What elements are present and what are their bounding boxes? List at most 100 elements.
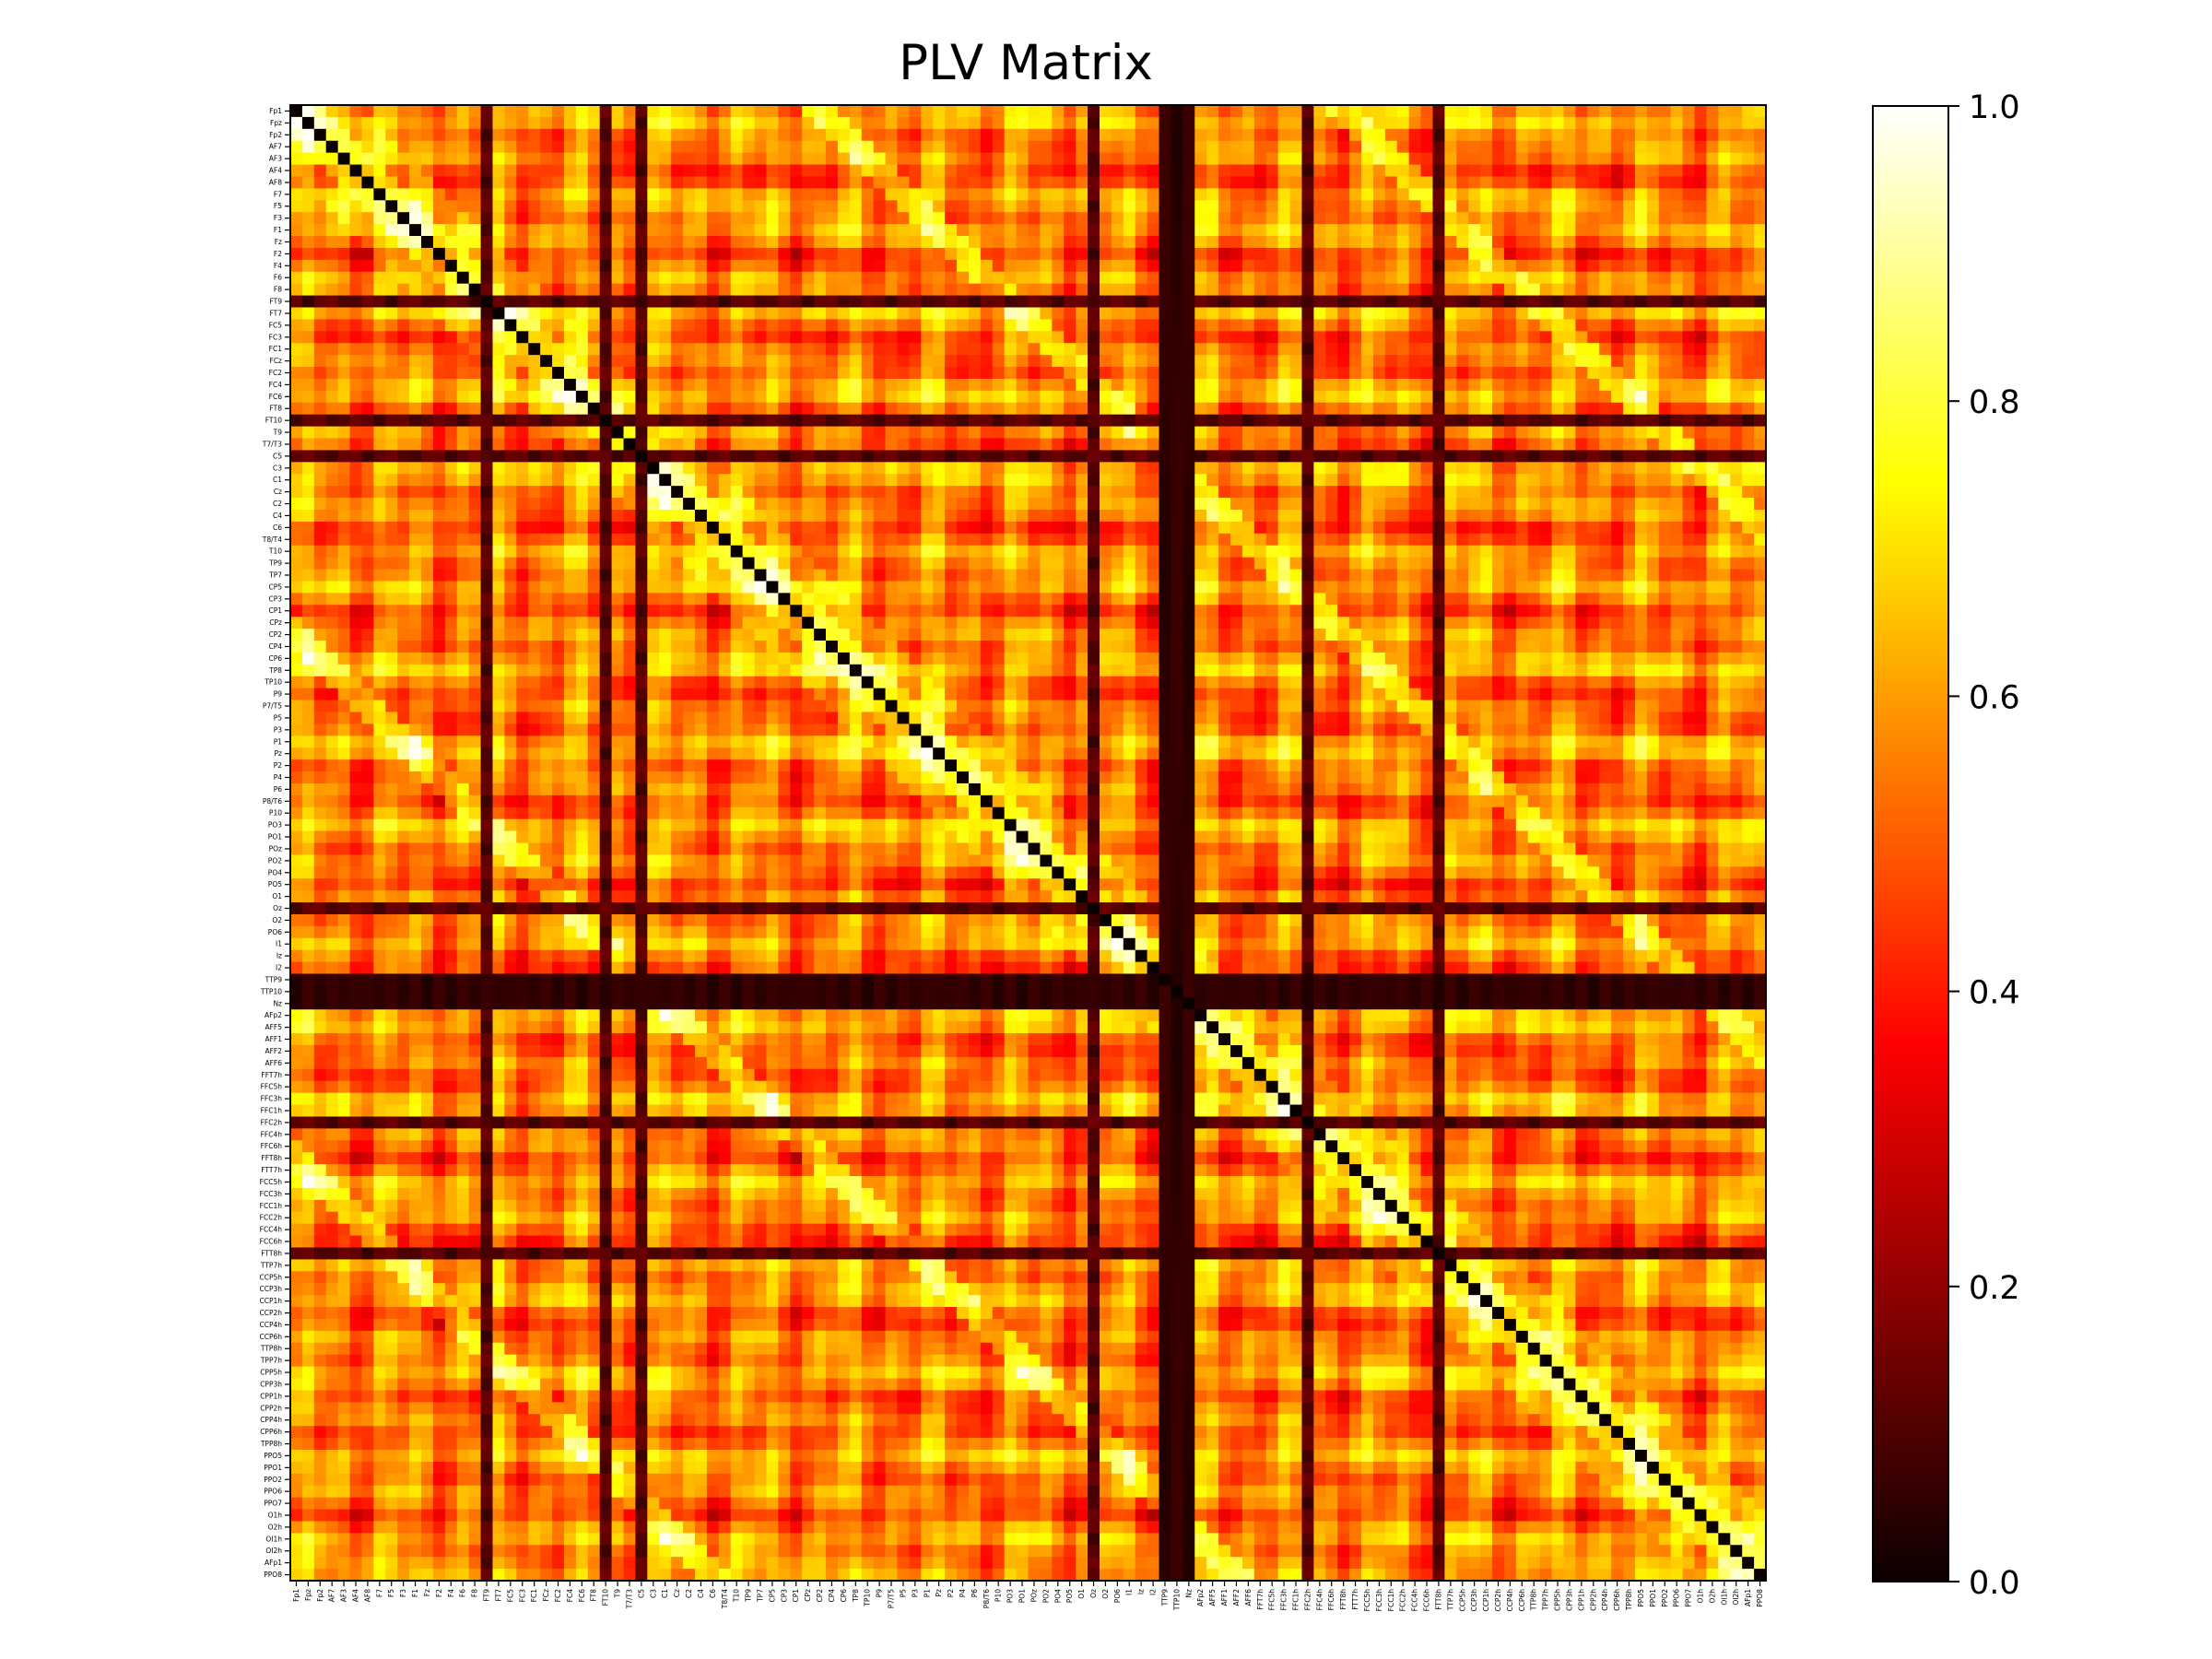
heatmap-cell	[1349, 569, 1362, 582]
heatmap-cell	[849, 426, 863, 440]
heatmap-cell	[802, 378, 815, 392]
heatmap-cell	[432, 140, 446, 154]
heatmap-cell	[814, 236, 827, 249]
heatmap-cell	[754, 426, 768, 440]
heatmap-cell	[1159, 486, 1172, 499]
heatmap-cell	[409, 212, 422, 225]
heatmap-cell	[504, 367, 517, 380]
heatmap-cell	[1563, 128, 1577, 142]
heatmap-cell	[826, 509, 839, 523]
heatmap-cell	[968, 426, 982, 440]
heatmap-cell	[1456, 152, 1469, 166]
heatmap-cell	[1123, 247, 1136, 261]
heatmap-cell	[909, 557, 922, 571]
heatmap-cell	[1064, 176, 1077, 189]
heatmap-cell	[468, 533, 482, 547]
heatmap-cell	[1265, 331, 1279, 344]
heatmap-cell	[647, 295, 660, 309]
heatmap-cell	[492, 438, 505, 452]
heatmap-cell	[1623, 474, 1636, 487]
heatmap-cell	[909, 176, 922, 189]
heatmap-cell	[1539, 533, 1553, 547]
heatmap-cell	[778, 533, 791, 547]
heatmap-cell	[992, 164, 1006, 178]
heatmap-cell	[1182, 319, 1195, 332]
heatmap-cell	[1230, 236, 1243, 249]
heatmap-cell	[1634, 355, 1648, 368]
heatmap-cell	[921, 271, 934, 285]
heatmap-cell	[718, 295, 732, 309]
heatmap-cell	[1301, 462, 1314, 475]
heatmap-cell	[563, 450, 577, 463]
heatmap-cell	[1444, 224, 1457, 237]
heatmap-cell	[671, 259, 684, 273]
heatmap-cell	[1587, 271, 1600, 285]
heatmap-cell	[1028, 367, 1041, 380]
heatmap-cell	[1123, 509, 1136, 523]
heatmap-cell	[742, 128, 756, 142]
heatmap-cell	[1218, 331, 1231, 344]
heatmap-cell	[468, 390, 482, 404]
heatmap-cell	[742, 355, 756, 368]
heatmap-cell	[1599, 128, 1612, 142]
heatmap-cell	[373, 105, 386, 118]
heatmap-cell	[1206, 319, 1219, 332]
heatmap-cell	[1634, 450, 1648, 463]
heatmap-cell	[599, 486, 613, 499]
heatmap-cell	[1515, 343, 1529, 356]
heatmap-cell	[1194, 390, 1207, 404]
heatmap-cell	[1670, 414, 1684, 428]
heatmap-cell	[1420, 474, 1434, 487]
heatmap-cell	[599, 355, 613, 368]
heatmap-cell	[837, 521, 851, 535]
heatmap-cell	[575, 545, 589, 559]
heatmap-cell	[694, 116, 708, 130]
heatmap-cell	[980, 486, 994, 499]
heatmap-cell	[587, 533, 601, 547]
heatmap-cell	[409, 462, 422, 475]
heatmap-cell	[730, 390, 744, 404]
heatmap-cell	[1587, 569, 1600, 582]
heatmap-cell	[1527, 414, 1541, 428]
heatmap-cell	[313, 533, 327, 547]
heatmap-cell	[885, 212, 899, 225]
heatmap-cell	[706, 486, 720, 499]
heatmap-cell	[897, 283, 910, 297]
heatmap-cell	[1480, 128, 1493, 142]
heatmap-cell	[802, 438, 815, 452]
heatmap-cell	[301, 283, 315, 297]
heatmap-cell	[409, 128, 422, 142]
heatmap-cell	[421, 247, 434, 261]
heatmap-cell	[933, 462, 946, 475]
heatmap-cell	[837, 438, 851, 452]
heatmap-cell	[814, 295, 827, 309]
heatmap-cell	[623, 557, 637, 571]
heatmap-cell	[1241, 462, 1255, 475]
heatmap-cell	[1052, 140, 1065, 154]
heatmap-cell	[1171, 414, 1183, 428]
heatmap-cell	[1718, 176, 1731, 189]
heatmap-cell	[837, 390, 851, 404]
heatmap-cell	[1646, 116, 1660, 130]
heatmap-cell	[694, 569, 708, 582]
heatmap-cell	[1016, 140, 1030, 154]
heatmap-cell	[444, 283, 458, 297]
heatmap-cell	[1241, 521, 1255, 535]
heatmap-cell	[480, 152, 494, 166]
heatmap-cell	[659, 343, 672, 356]
heatmap-cell	[1182, 247, 1195, 261]
heatmap-cell	[1539, 438, 1553, 452]
heatmap-cell	[1754, 474, 1767, 487]
heatmap-cell	[1123, 140, 1136, 154]
heatmap-cell	[837, 474, 851, 487]
heatmap-cell	[1289, 283, 1303, 297]
heatmap-cell	[611, 152, 625, 166]
heatmap-cell	[587, 331, 601, 344]
heatmap-cell	[647, 247, 660, 261]
heatmap-cell	[694, 307, 708, 320]
heatmap-cell	[301, 498, 315, 511]
heatmap-cell	[349, 367, 363, 380]
heatmap-cell	[611, 486, 625, 499]
heatmap-cell	[1206, 474, 1219, 487]
heatmap-cell	[897, 140, 910, 154]
